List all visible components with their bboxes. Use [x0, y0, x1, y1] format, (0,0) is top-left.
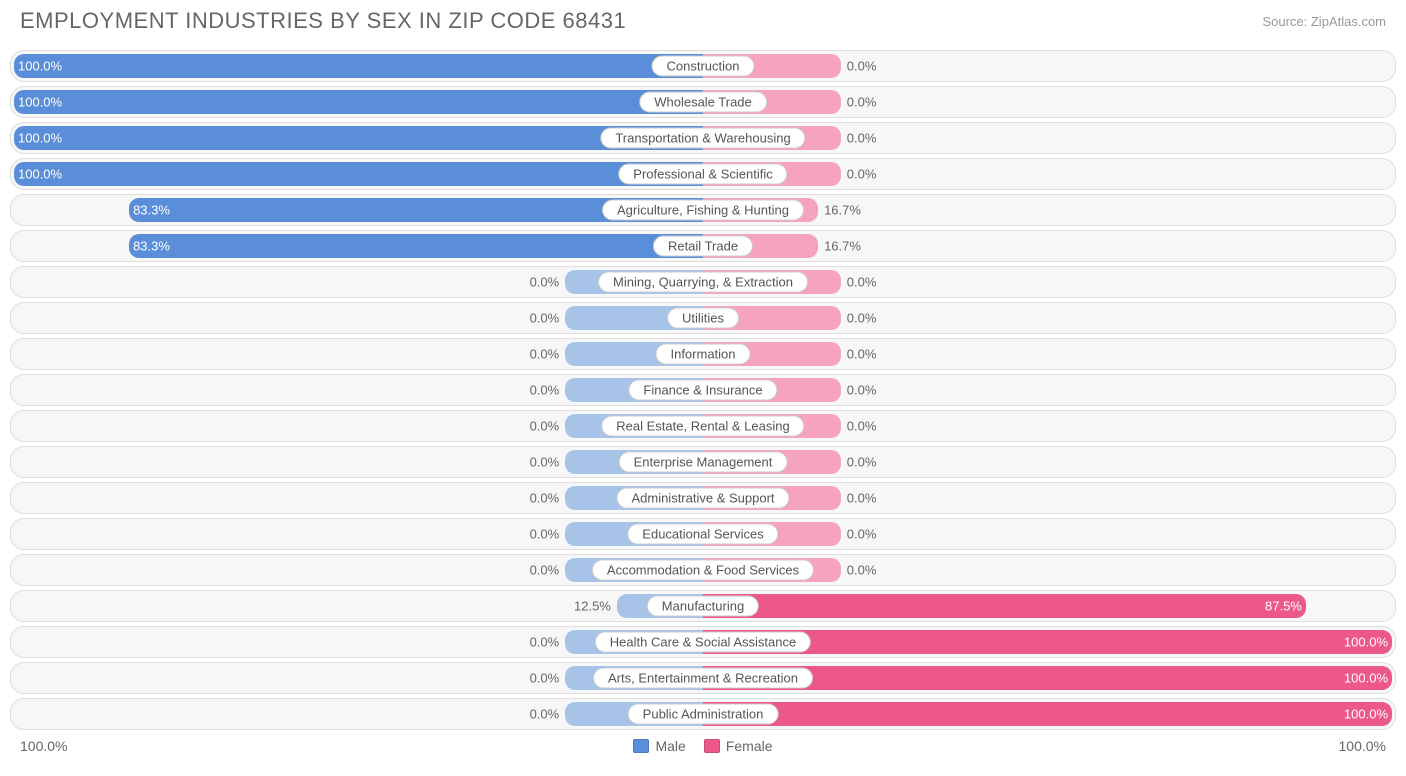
female-pct-label: 0.0% — [841, 59, 877, 74]
category-label: Real Estate, Rental & Leasing — [601, 416, 804, 437]
category-label: Information — [655, 344, 750, 365]
male-pct-label: 100.0% — [18, 59, 62, 74]
female-pct-label: 100.0% — [1344, 707, 1388, 722]
chart-row: 0.0% 0.0% Real Estate, Rental & Leasing — [10, 410, 1396, 442]
chart-row: 0.0% 0.0% Finance & Insurance — [10, 374, 1396, 406]
male-pct-label: 100.0% — [18, 167, 62, 182]
category-label: Arts, Entertainment & Recreation — [593, 668, 813, 689]
chart-row: 0.0% 0.0% Administrative & Support — [10, 482, 1396, 514]
male-bar: 83.3% — [129, 234, 703, 258]
female-pct-label: 16.7% — [818, 203, 861, 218]
male-pct-label: 0.0% — [530, 527, 566, 542]
chart-header: EMPLOYMENT INDUSTRIES BY SEX IN ZIP CODE… — [0, 0, 1406, 38]
category-label: Utilities — [667, 308, 739, 329]
category-label: Enterprise Management — [619, 452, 788, 473]
chart-source: Source: ZipAtlas.com — [1262, 8, 1386, 29]
chart-row: 100.0% 0.0% Professional & Scientific — [10, 158, 1396, 190]
chart-row: 0.0% 0.0% Accommodation & Food Services — [10, 554, 1396, 586]
male-pct-label: 0.0% — [530, 383, 566, 398]
female-bar: 100.0% — [703, 702, 1392, 726]
female-pct-label: 0.0% — [841, 491, 877, 506]
legend-male: Male — [633, 738, 685, 754]
male-bar: 100.0% — [14, 90, 703, 114]
female-pct-label: 0.0% — [841, 347, 877, 362]
chart-row: 0.0% 100.0% Health Care & Social Assistanc… — [10, 626, 1396, 658]
female-pct-label: 0.0% — [841, 311, 877, 326]
category-label: Accommodation & Food Services — [592, 560, 814, 581]
male-swatch-icon — [633, 739, 649, 753]
male-pct-label: 100.0% — [18, 131, 62, 146]
female-pct-label: 0.0% — [841, 95, 877, 110]
axis-right-label: 100.0% — [1339, 738, 1386, 754]
female-pct-label: 0.0% — [841, 275, 877, 290]
chart-row: 100.0% 0.0% Wholesale Trade — [10, 86, 1396, 118]
female-pct-label: 0.0% — [841, 527, 877, 542]
male-pct-label: 12.5% — [574, 599, 617, 614]
category-label: Manufacturing — [647, 596, 759, 617]
category-label: Professional & Scientific — [618, 164, 787, 185]
female-pct-label: 87.5% — [1265, 599, 1302, 614]
category-label: Retail Trade — [653, 236, 753, 257]
male-pct-label: 83.3% — [133, 239, 170, 254]
category-label: Finance & Insurance — [628, 380, 777, 401]
legend: Male Female — [633, 738, 772, 754]
female-pct-label: 0.0% — [841, 383, 877, 398]
male-pct-label: 0.0% — [530, 707, 566, 722]
chart-title: EMPLOYMENT INDUSTRIES BY SEX IN ZIP CODE… — [20, 8, 626, 34]
female-pct-label: 0.0% — [841, 455, 877, 470]
category-label: Transportation & Warehousing — [600, 128, 805, 149]
male-pct-label: 100.0% — [18, 95, 62, 110]
chart-row: 0.0% 0.0% Educational Services — [10, 518, 1396, 550]
chart-row: 0.0% 0.0% Information — [10, 338, 1396, 370]
legend-female: Female — [704, 738, 773, 754]
category-label: Public Administration — [628, 704, 779, 725]
male-bar: 100.0% — [14, 162, 703, 186]
legend-female-label: Female — [726, 738, 773, 754]
category-label: Construction — [652, 56, 755, 77]
chart-row: 0.0% 0.0% Enterprise Management — [10, 446, 1396, 478]
category-label: Agriculture, Fishing & Hunting — [602, 200, 804, 221]
female-pct-label: 0.0% — [841, 419, 877, 434]
male-pct-label: 0.0% — [530, 671, 566, 686]
male-pct-label: 0.0% — [530, 419, 566, 434]
chart-row: 0.0% 100.0% Arts, Entertainment & Recreati… — [10, 662, 1396, 694]
male-pct-label: 83.3% — [133, 203, 170, 218]
chart-row: 0.0% 0.0% Mining, Quarrying, & Extraction — [10, 266, 1396, 298]
chart-area: 100.0% 0.0% Construction 100.0% 0.0% Wholesal… — [0, 38, 1406, 730]
legend-male-label: Male — [655, 738, 685, 754]
male-pct-label: 0.0% — [530, 635, 566, 650]
chart-row: 0.0% 0.0% Utilities — [10, 302, 1396, 334]
female-pct-label: 100.0% — [1344, 635, 1388, 650]
chart-row: 100.0% 0.0% Construction — [10, 50, 1396, 82]
category-label: Health Care & Social Assistance — [595, 632, 811, 653]
chart-row: 0.0% 100.0% Public Administration — [10, 698, 1396, 730]
chart-row: 100.0% 0.0% Transportation & Warehousing — [10, 122, 1396, 154]
male-pct-label: 0.0% — [530, 275, 566, 290]
female-bar: 87.5% — [703, 594, 1306, 618]
female-pct-label: 100.0% — [1344, 671, 1388, 686]
male-bar: 100.0% — [14, 54, 703, 78]
axis-left-label: 100.0% — [20, 738, 67, 754]
male-pct-label: 0.0% — [530, 311, 566, 326]
category-label: Educational Services — [627, 524, 778, 545]
male-pct-label: 0.0% — [530, 455, 566, 470]
male-pct-label: 0.0% — [530, 563, 566, 578]
female-pct-label: 0.0% — [841, 131, 877, 146]
female-pct-label: 0.0% — [841, 563, 877, 578]
female-pct-label: 16.7% — [818, 239, 861, 254]
female-pct-label: 0.0% — [841, 167, 877, 182]
male-pct-label: 0.0% — [530, 491, 566, 506]
category-label: Administrative & Support — [616, 488, 789, 509]
chart-footer: 100.0% Male Female 100.0% — [0, 734, 1406, 754]
female-swatch-icon — [704, 739, 720, 753]
category-label: Mining, Quarrying, & Extraction — [598, 272, 808, 293]
chart-row: 12.5% 87.5% Manufacturing — [10, 590, 1396, 622]
chart-row: 83.3% 16.7% Agriculture, Fishing & Hunting — [10, 194, 1396, 226]
chart-row: 83.3% 16.7% Retail Trade — [10, 230, 1396, 262]
male-pct-label: 0.0% — [530, 347, 566, 362]
category-label: Wholesale Trade — [639, 92, 767, 113]
